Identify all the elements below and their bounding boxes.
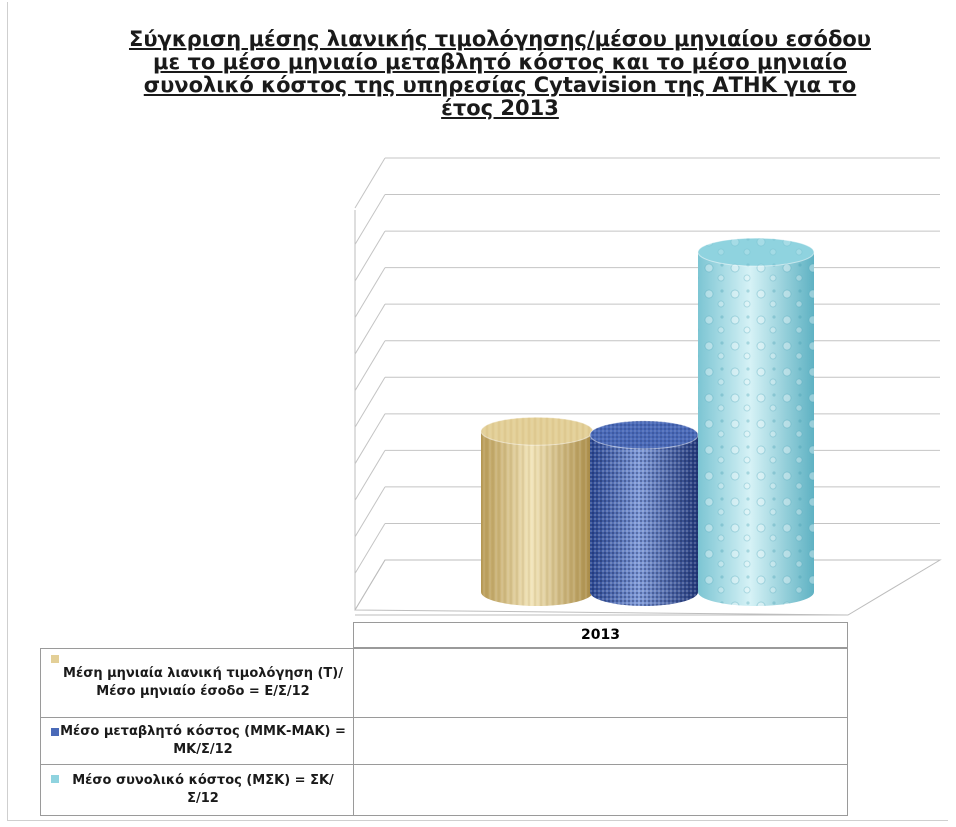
- gridline-side: [354, 194, 386, 245]
- data-table-row: Μέσο μεταβλητό κόστος (ΜΜΚ-ΜΑΚ) = ΜΚ/Σ/1…: [40, 717, 848, 765]
- chart-title-line: με το μέσο μηνιαίο μεταβλητό κόστος και …: [153, 50, 847, 74]
- chart-title-line: συνολικό κόστος της υπηρεσίας Cytavision…: [143, 73, 857, 97]
- bar-3: [697, 237, 815, 607]
- legend-label: Μέση μηνιαία λιανική τιμολόγηση (Τ)/ Μέσ…: [63, 666, 343, 699]
- data-table-row: Μέσο συνολικό κόστος (ΜΣΚ) = ΣΚ/Σ/12: [40, 764, 848, 816]
- data-table-cell: [354, 765, 847, 815]
- legend-swatch: [51, 728, 59, 736]
- gridline-side: [354, 450, 386, 501]
- bar-texture: [481, 431, 593, 606]
- bar-texture: [698, 252, 814, 607]
- gridline-side: [354, 413, 386, 465]
- legend-label: Μέσο συνολικό κόστος (ΜΣΚ) = ΣΚ/Σ/12: [72, 773, 334, 806]
- chart-title: Σύγκριση μέσης λιανικής τιμολόγησης/μέσο…: [70, 28, 930, 120]
- bar-texture: [590, 434, 698, 606]
- gridline-side: [354, 303, 386, 355]
- gridline-side: [354, 340, 386, 391]
- legend-entry: Μέση μηνιαία λιανική τιμολόγηση (Τ)/ Μέσ…: [41, 649, 354, 717]
- chart-title-line: έτος 2013: [441, 96, 559, 120]
- category-label: 2013: [353, 622, 848, 648]
- data-table-cell: [354, 649, 847, 717]
- data-table-row: Μέση μηνιαία λιανική τιμολόγηση (Τ)/ Μέσ…: [40, 648, 848, 718]
- gridline-side: [354, 377, 386, 428]
- legend-entry: Μέσο συνολικό κόστος (ΜΣΚ) = ΣΚ/Σ/12: [41, 765, 354, 815]
- chart-area: [7, 2, 948, 821]
- bar-top-texture: [590, 420, 698, 449]
- gridline-side: [354, 267, 386, 318]
- chart-title-line: Σύγκριση μέσης λιανικής τιμολόγησης/μέσο…: [128, 27, 871, 51]
- legend-swatch: [51, 655, 59, 663]
- legend-label: Μέσο μεταβλητό κόστος (ΜΜΚ-ΜΑΚ) = ΜΚ/Σ/1…: [60, 724, 346, 757]
- gridline-side: [354, 486, 386, 538]
- gridline-side: [354, 157, 386, 209]
- bar-top-texture: [481, 417, 593, 446]
- bar-2: [589, 420, 699, 606]
- bar-top-texture: [698, 238, 814, 267]
- data-table: 2013 Μέση μηνιαία λιανική τιμολόγηση (Τ)…: [40, 622, 852, 818]
- data-table-cell: [354, 718, 847, 764]
- legend-entry: Μέσο μεταβλητό κόστος (ΜΜΚ-ΜΑΚ) = ΜΚ/Σ/1…: [41, 718, 354, 764]
- bar-1: [480, 416, 594, 606]
- floor: [354, 559, 942, 616]
- gridline-side: [354, 523, 386, 574]
- gridline-side: [354, 230, 386, 282]
- legend-swatch: [51, 775, 59, 783]
- bars: [480, 237, 815, 607]
